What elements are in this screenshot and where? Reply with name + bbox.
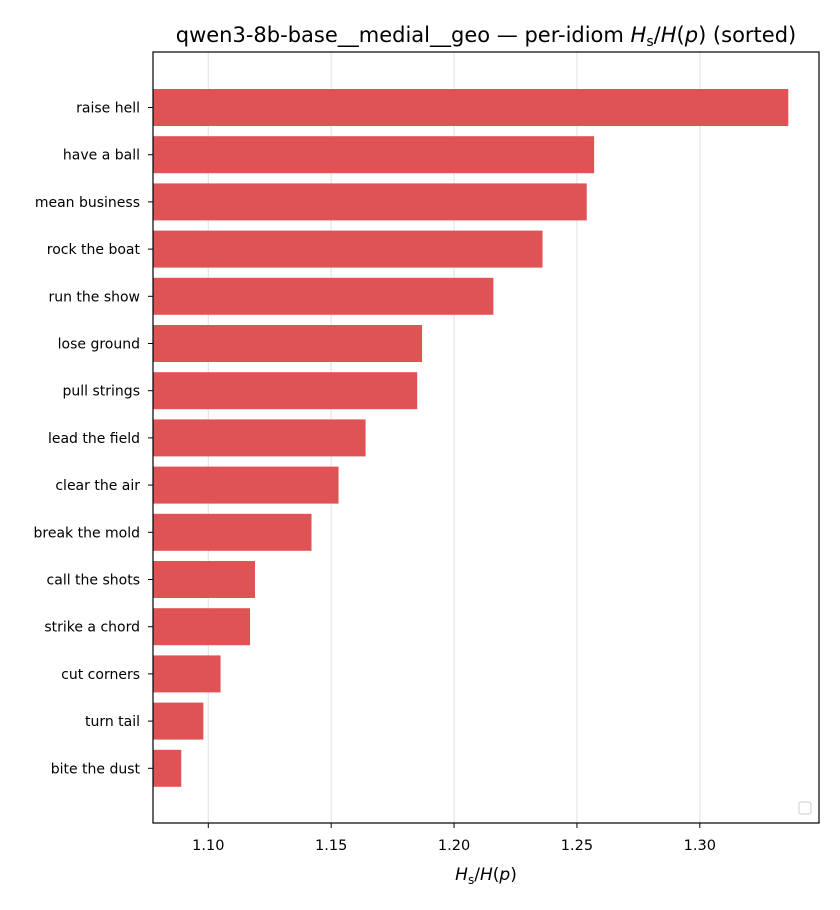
plot-frame bbox=[152, 51, 820, 824]
bar bbox=[153, 749, 182, 787]
bar bbox=[153, 608, 251, 646]
x-tick-label: 1.15 bbox=[315, 838, 347, 854]
bar bbox=[153, 561, 255, 598]
chart-title: qwen3-8b-base__medial__geo — per-idiom H… bbox=[176, 23, 796, 50]
bar bbox=[153, 325, 423, 362]
x-tick-label: 1.10 bbox=[192, 838, 224, 854]
category-label: bite the dust bbox=[51, 761, 141, 777]
category-labels: raise hell have a ball mean business rock t… bbox=[34, 101, 153, 777]
category-label: run the show bbox=[48, 289, 140, 305]
category-label: mean business bbox=[35, 195, 140, 211]
x-tick-label: 1.20 bbox=[438, 838, 470, 854]
category-label: turn tail bbox=[85, 714, 140, 730]
x-tick-label: 1.30 bbox=[684, 838, 716, 854]
bar bbox=[153, 277, 494, 315]
bar bbox=[153, 372, 418, 410]
bar bbox=[153, 183, 587, 221]
grid bbox=[207, 52, 701, 823]
category-label: break the mold bbox=[34, 525, 141, 541]
bar bbox=[153, 702, 204, 740]
category-label: have a ball bbox=[63, 148, 140, 164]
bar bbox=[153, 655, 221, 693]
bar bbox=[153, 466, 339, 504]
legend-box[interactable] bbox=[798, 801, 812, 815]
x-tick-label: 1.25 bbox=[561, 838, 593, 854]
category-label: clear the air bbox=[55, 478, 140, 494]
bars bbox=[153, 89, 789, 787]
bar bbox=[153, 136, 595, 174]
category-label: lead the field bbox=[48, 431, 140, 447]
bar bbox=[153, 419, 366, 457]
x-ticks: 1.10 1.15 1.20 1.25 1.30 bbox=[192, 823, 716, 854]
category-label: rock the boat bbox=[47, 242, 141, 258]
bar bbox=[153, 89, 789, 126]
category-label: lose ground bbox=[58, 337, 140, 353]
category-label: pull strings bbox=[63, 384, 140, 400]
category-label: raise hell bbox=[76, 101, 140, 117]
category-label: cut corners bbox=[61, 667, 140, 683]
category-label: call the shots bbox=[47, 573, 140, 589]
category-label: strike a chord bbox=[44, 620, 140, 636]
bar bbox=[153, 230, 543, 268]
x-axis-label: Hs/H(p) bbox=[455, 865, 517, 887]
bar bbox=[153, 513, 312, 551]
